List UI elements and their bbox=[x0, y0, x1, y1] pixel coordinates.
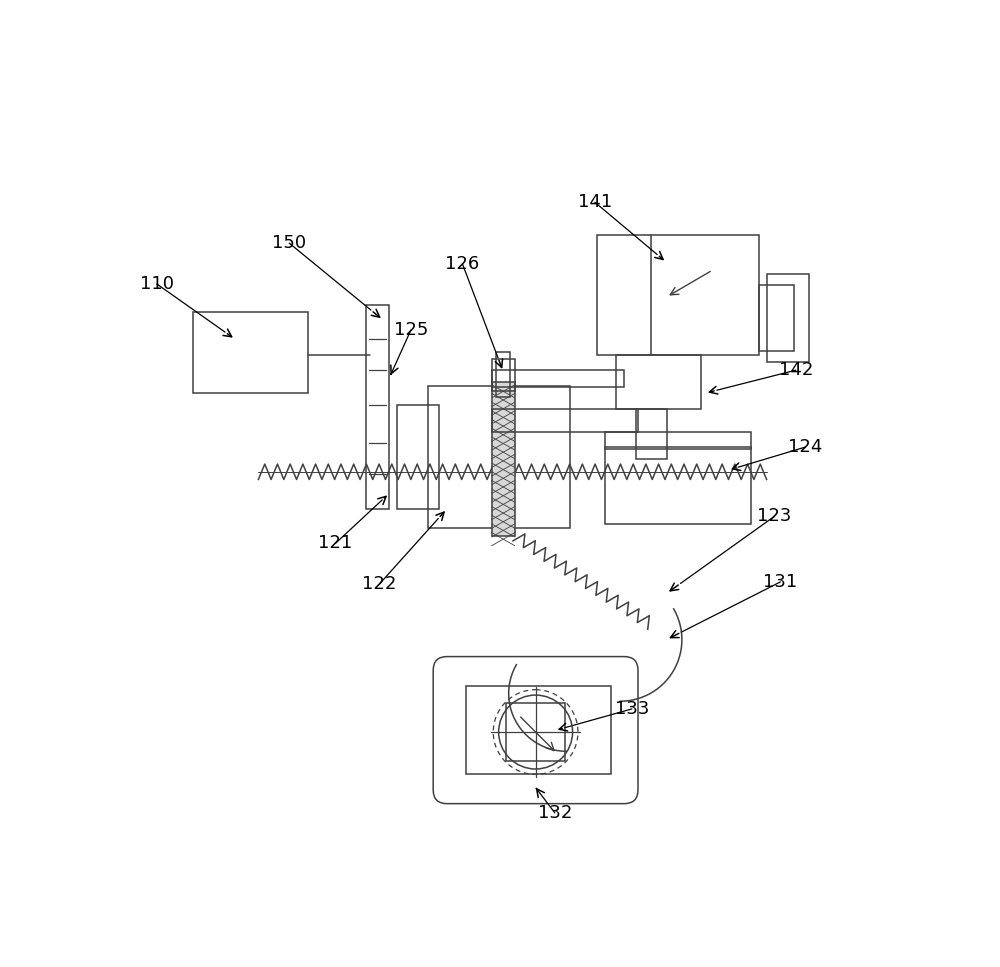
Text: 142: 142 bbox=[779, 361, 813, 379]
Text: 125: 125 bbox=[394, 321, 428, 339]
Text: 131: 131 bbox=[763, 572, 798, 591]
Bar bbox=[597, 235, 759, 355]
Text: 133: 133 bbox=[615, 700, 649, 718]
Bar bbox=[397, 405, 439, 509]
Bar bbox=[636, 409, 666, 458]
Text: 121: 121 bbox=[318, 535, 353, 552]
Bar bbox=[496, 352, 510, 397]
Text: 110: 110 bbox=[140, 275, 174, 293]
Bar bbox=[466, 686, 611, 775]
Bar bbox=[428, 386, 570, 528]
Bar bbox=[605, 431, 751, 449]
Text: 141: 141 bbox=[578, 193, 612, 211]
Bar bbox=[767, 274, 809, 363]
Bar bbox=[492, 409, 638, 431]
Bar bbox=[366, 305, 389, 509]
Bar bbox=[506, 703, 565, 761]
Bar bbox=[759, 285, 794, 351]
Text: 124: 124 bbox=[788, 438, 822, 456]
Text: 126: 126 bbox=[445, 255, 480, 273]
Text: 122: 122 bbox=[362, 575, 396, 593]
Bar bbox=[492, 370, 624, 387]
Text: 123: 123 bbox=[757, 508, 791, 525]
Bar bbox=[193, 312, 308, 394]
Bar bbox=[492, 382, 515, 536]
Text: 132: 132 bbox=[538, 804, 572, 822]
Text: 150: 150 bbox=[272, 234, 306, 252]
Bar bbox=[616, 355, 701, 409]
Bar bbox=[605, 447, 751, 524]
Bar bbox=[492, 359, 515, 391]
